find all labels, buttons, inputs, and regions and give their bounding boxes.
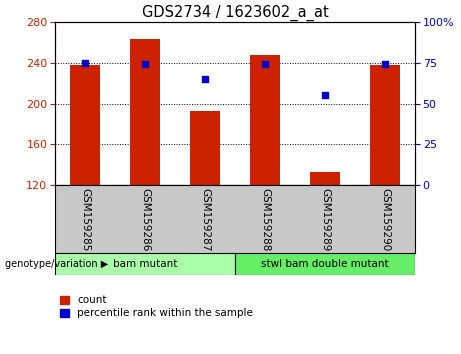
Text: genotype/variation ▶: genotype/variation ▶: [5, 259, 108, 269]
Point: [321, 92, 329, 98]
Text: GSM159288: GSM159288: [260, 188, 270, 252]
Bar: [130, 39, 160, 185]
Text: GSM159285: GSM159285: [80, 188, 90, 252]
Point: [261, 62, 269, 67]
FancyBboxPatch shape: [235, 253, 415, 275]
Point: [142, 62, 149, 67]
Point: [381, 62, 389, 67]
Bar: [370, 65, 400, 185]
Text: GSM159287: GSM159287: [200, 188, 210, 252]
Bar: [250, 55, 280, 185]
Text: GSM159289: GSM159289: [320, 188, 330, 252]
Title: GDS2734 / 1623602_a_at: GDS2734 / 1623602_a_at: [142, 5, 328, 21]
FancyBboxPatch shape: [55, 253, 235, 275]
Text: GSM159286: GSM159286: [140, 188, 150, 252]
Bar: [310, 172, 340, 185]
Bar: [190, 111, 220, 185]
Point: [81, 60, 89, 65]
Text: bam mutant: bam mutant: [113, 259, 177, 269]
Point: [201, 76, 209, 82]
Legend: count, percentile rank within the sample: count, percentile rank within the sample: [60, 295, 253, 318]
Text: stwl bam double mutant: stwl bam double mutant: [261, 259, 389, 269]
Text: GSM159290: GSM159290: [380, 188, 390, 252]
Bar: [70, 65, 100, 185]
